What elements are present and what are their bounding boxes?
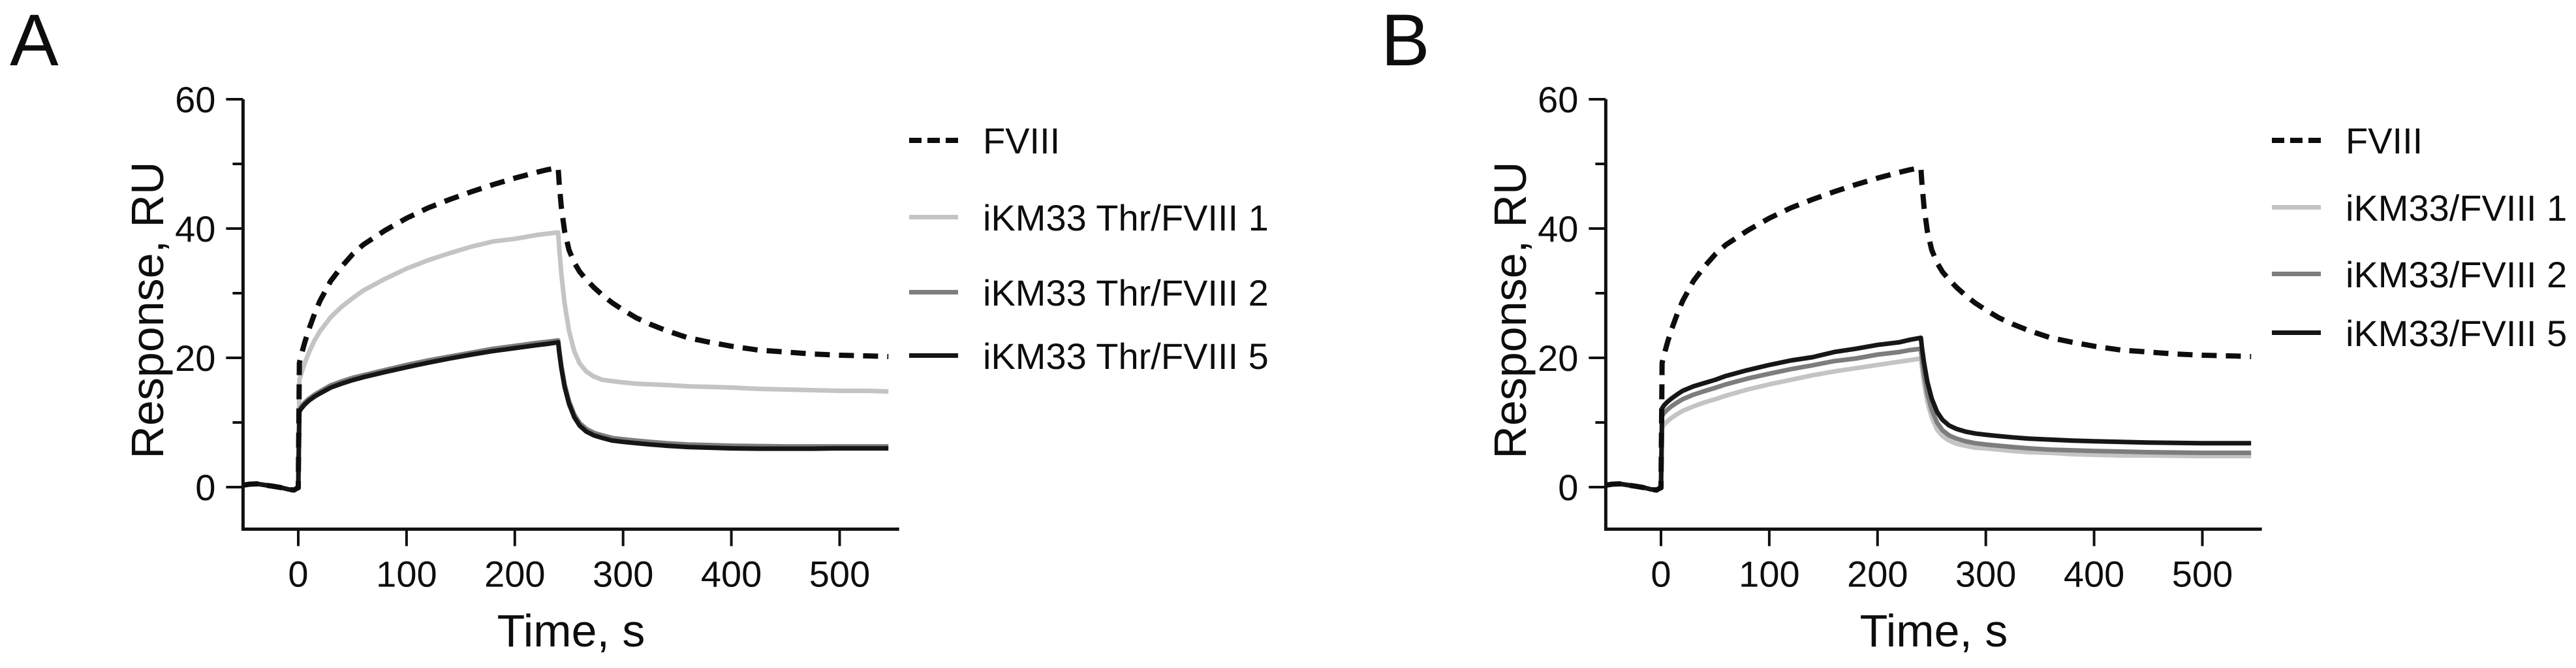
axes-spines xyxy=(241,99,899,531)
y-axis-title: Response, RU xyxy=(1485,161,1536,458)
y-tick-label: 0 xyxy=(1558,467,1578,508)
y-tick-label: 20 xyxy=(175,338,215,379)
axes-spines xyxy=(1604,99,2262,531)
x-tick-label: 100 xyxy=(1739,553,1799,594)
y-tick-label: 40 xyxy=(1538,208,1578,249)
panel-b-plot: 0 20 40 60 0 100 200 300 400 500 Response, RU Time,… xyxy=(1485,79,2262,656)
x-axis-title: Time, s xyxy=(1860,605,2008,656)
x-axis-title: Time, s xyxy=(497,605,645,656)
y-tick-label: 40 xyxy=(175,208,215,249)
y-tick-label: 20 xyxy=(1538,338,1578,379)
series-curve-ikm33-fviii-2 xyxy=(1605,346,2252,492)
panel-a: A 0 20 40 60 0 100 200 300 400 500 Response, RU Tim… xyxy=(10,0,1269,657)
x-tick-label: 400 xyxy=(2064,553,2124,594)
y-tick-label: 60 xyxy=(1538,79,1578,120)
x-tick-label: 200 xyxy=(484,553,545,594)
series-curve-ikm33-thr-fviii-5 xyxy=(242,340,889,492)
x-tick-label: 0 xyxy=(1651,553,1671,594)
x-tick-label: 500 xyxy=(809,553,870,594)
x-tick-label: 500 xyxy=(2172,553,2233,594)
series-curve-ikm33-thr-fviii-1 xyxy=(242,230,889,492)
x-tick-label: 200 xyxy=(1847,553,1908,594)
x-tick-label: 0 xyxy=(288,553,308,594)
x-tick-label: 400 xyxy=(701,553,762,594)
y-tick-label: 60 xyxy=(175,79,215,120)
x-tick-label: 100 xyxy=(376,553,437,594)
x-tick-label: 300 xyxy=(1955,553,2016,594)
panel-a-plot: 0 20 40 60 0 100 200 300 400 500 Response, RU Time,… xyxy=(122,79,899,656)
series-curve-fviii xyxy=(1605,165,2252,493)
series-curve-fviii xyxy=(242,165,889,493)
panel-b-letter: B xyxy=(1381,0,1430,81)
y-tick-label: 0 xyxy=(195,467,215,508)
panel-b: B 0 20 40 60 0 100 200 300 400 500 Response, RU Tim… xyxy=(1363,0,2576,668)
y-axis-title: Response, RU xyxy=(122,161,173,458)
series-curve-ikm33-thr-fviii-2 xyxy=(242,338,889,492)
panel-a-letter: A xyxy=(10,0,59,81)
x-tick-label: 300 xyxy=(593,553,653,594)
